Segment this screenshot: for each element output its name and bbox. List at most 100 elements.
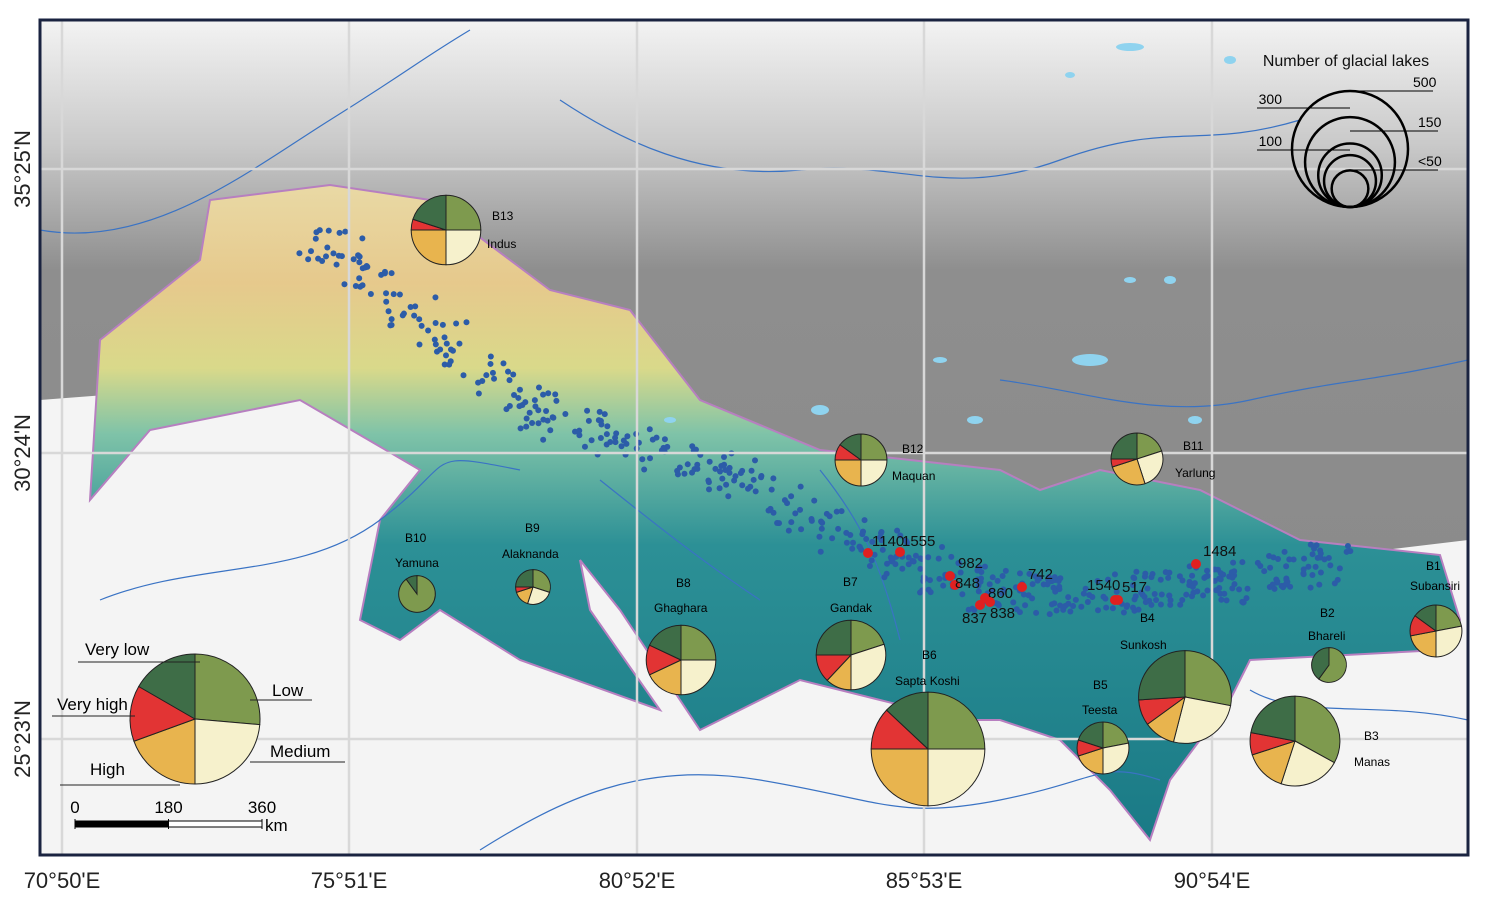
glacial-lake-dot	[1316, 581, 1323, 588]
glacial-lake-dot	[1158, 591, 1165, 598]
glacial-lake-dot	[506, 377, 513, 384]
glacial-lake-dot	[720, 453, 727, 460]
glacial-lake-dot	[641, 466, 648, 473]
glacial-lake-dot	[601, 411, 608, 418]
basin-name: Sunkosh	[1120, 638, 1167, 652]
pie-slice	[815, 619, 852, 656]
glacial-lake-dot	[925, 554, 932, 561]
glacial-lake-dot	[491, 375, 498, 382]
glacial-lake-dot	[752, 488, 759, 495]
glacial-lake-dot	[1142, 570, 1149, 577]
glacial-lake-dot	[975, 588, 982, 595]
glacial-lake-dot	[1273, 576, 1280, 583]
glacial-lake-dot	[639, 456, 646, 463]
glacial-lake-dot	[503, 406, 510, 413]
glacial-lake-dot	[562, 410, 569, 417]
glacial-lake-dot	[1056, 583, 1063, 590]
basin-pie	[645, 624, 717, 696]
pie-slice	[1280, 740, 1336, 787]
glacial-lake-dot	[505, 368, 512, 375]
pie-slice	[1102, 721, 1130, 749]
glacial-lake-dot	[487, 353, 494, 360]
glacial-lake-dot	[432, 341, 439, 348]
glacial-lake-dot	[1271, 585, 1278, 592]
hazard-lake-label: 848	[955, 575, 980, 592]
basin-pie	[815, 619, 887, 691]
class-label: Very low	[85, 640, 150, 659]
glacial-lake-dot	[1033, 609, 1040, 616]
scale-unit: km	[265, 816, 288, 835]
glacial-lake-dot	[721, 461, 728, 468]
glacial-lake-dot	[1190, 589, 1197, 596]
glacial-lake-dot	[1095, 607, 1102, 614]
glacial-lake-dot	[412, 303, 419, 310]
basin-name: Teesta	[1082, 703, 1118, 717]
class-legend: Very low Low Medium High Very high	[52, 640, 345, 786]
pie-slice	[1435, 604, 1463, 632]
glacial-lake-dot	[1307, 584, 1314, 591]
glacial-lake-dot	[1165, 574, 1172, 581]
hazard-lake-label: 1540	[1087, 577, 1120, 594]
glacial-lake-dot	[745, 485, 752, 492]
glacial-lake-dot	[1290, 556, 1297, 563]
glacial-lake-dot	[926, 577, 933, 584]
basin-pie	[1311, 647, 1347, 683]
glacial-lake-dot	[994, 577, 1001, 584]
glacial-lake-dot	[475, 390, 482, 397]
glacial-lake-dot	[774, 519, 781, 526]
glacial-lake-dot	[1177, 601, 1184, 608]
pie-slice	[860, 459, 888, 487]
glacial-lake-dot	[383, 290, 390, 297]
glacial-lake-dot	[1034, 577, 1041, 584]
class-label: High	[90, 760, 125, 779]
pie-slice	[870, 748, 929, 807]
glacial-lake-dot	[1266, 552, 1273, 559]
glacial-lake-dot	[888, 558, 895, 565]
glacial-lake-dot	[716, 485, 723, 492]
glacial-lake-dot	[323, 253, 330, 260]
glacial-lake-dot	[1191, 580, 1198, 587]
basin-code: B7	[843, 575, 858, 589]
glacial-lake-dot	[1067, 608, 1074, 615]
glacial-lake-dot	[1327, 562, 1334, 569]
lat-labels: 35°25'N 30°24'N 25°23'N	[10, 130, 35, 778]
glacial-lake-dot	[456, 340, 463, 347]
glacial-lake-dot	[1281, 548, 1288, 555]
pie-slice	[405, 575, 418, 596]
scale-label: 0	[70, 798, 79, 817]
pie-slice	[850, 643, 887, 691]
glacial-lake-dot	[350, 256, 357, 263]
pie-slice	[1136, 450, 1164, 485]
hazard-lake-label: 517	[1122, 579, 1147, 596]
glacial-lake-dot	[1217, 570, 1224, 577]
glacial-lake-dot	[516, 386, 523, 393]
glacial-lake-dot	[866, 562, 873, 569]
glacial-lake-dot	[1216, 575, 1223, 582]
basin-code: B8	[676, 576, 691, 590]
glacial-lake-dot	[1166, 569, 1173, 576]
basin-pie	[515, 569, 551, 605]
pie-slice	[680, 659, 717, 696]
glacial-lake-dot	[717, 468, 724, 475]
basin-name: Manas	[1354, 755, 1390, 769]
glacial-lake-dot	[447, 358, 454, 365]
glacial-lake-dot	[798, 526, 805, 533]
glacial-lake-dot	[1141, 593, 1148, 600]
pie-slice	[1250, 695, 1296, 742]
lon-label: 85°53'E	[886, 868, 963, 893]
glacial-lake-dot	[359, 235, 366, 242]
glacial-lake-dot	[359, 282, 366, 289]
glacial-lake-dot	[1002, 567, 1009, 574]
glacial-lake-dot	[529, 420, 536, 427]
glacial-lake-dot	[623, 440, 630, 447]
pie-slice	[1102, 742, 1130, 775]
glacial-lake-dot	[797, 506, 804, 513]
size-legend-title: Number of glacial lakes	[1263, 53, 1429, 70]
glacial-lake-dot	[912, 552, 919, 559]
glacial-lake-dot	[1000, 586, 1007, 593]
glacial-lake-dot	[603, 431, 610, 438]
basin-pie	[834, 433, 888, 487]
glacial-lake-dot	[1300, 566, 1307, 573]
basin-name: Alaknanda	[502, 547, 559, 561]
basin-code: B1	[1426, 559, 1441, 573]
